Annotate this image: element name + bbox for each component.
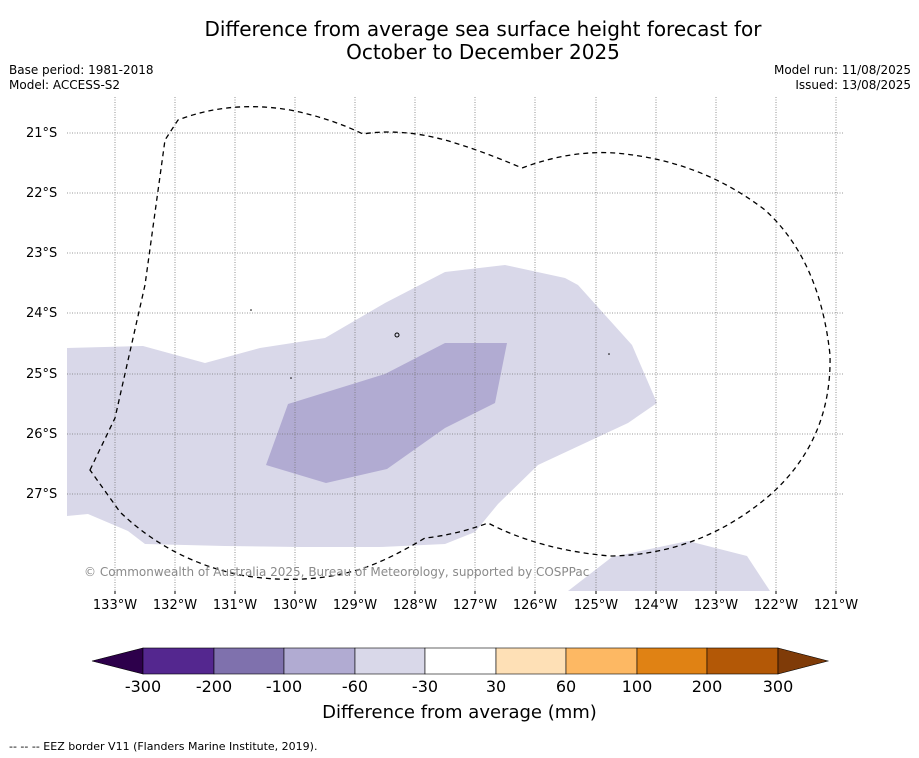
colorbar-tick: -200 — [195, 677, 233, 696]
colorbar-bin — [213, 647, 285, 675]
colorbar-bin — [424, 647, 497, 675]
eez-footnote: -- -- -- EEZ border V11 (Flanders Marine… — [9, 740, 318, 753]
gridlines — [67, 97, 843, 591]
model-name: Model: ACCESS-S2 — [9, 78, 121, 92]
issued-date: Issued: 13/08/2025 — [795, 78, 911, 92]
meta-right: Model run: 11/08/2025 Issued: 13/08/2025 — [774, 63, 911, 93]
title-line-2: October to December 2025 — [346, 40, 620, 64]
colorbar-tick: 60 — [555, 677, 577, 696]
colorbar-tick: -60 — [341, 677, 369, 696]
model-run: Model run: 11/08/2025 — [773, 63, 911, 77]
meta-left: Base period: 1981-2018 Model: ACCESS-S2 — [9, 63, 154, 93]
lon-label: 122°W — [753, 598, 799, 613]
colorbar-bin — [706, 647, 779, 675]
island-marker — [290, 377, 292, 379]
lat-label: 23°S — [26, 246, 58, 261]
colorbar — [91, 647, 830, 675]
island-marker — [608, 353, 610, 355]
map-title: Difference from average sea surface heig… — [0, 18, 919, 64]
colorbar-bin — [636, 647, 708, 675]
colorbar-bin — [495, 647, 567, 675]
lon-label: 125°W — [573, 598, 619, 613]
colorbar-tick: -100 — [265, 677, 303, 696]
colorbar-extend-low — [91, 647, 144, 675]
lat-label: 25°S — [26, 367, 58, 382]
lon-label: 121°W — [813, 598, 859, 613]
lon-label: 128°W — [392, 598, 438, 613]
colorbar-extend-high — [777, 647, 830, 675]
island-marker — [394, 332, 400, 338]
lat-label: 24°S — [26, 306, 58, 321]
axis-ticks — [114, 591, 837, 594]
lon-label: 126°W — [512, 598, 558, 613]
anomaly-region-outer-south — [568, 541, 770, 591]
colorbar-tick: -300 — [124, 677, 162, 696]
lat-label: 27°S — [26, 487, 58, 502]
eez-border — [89, 106, 831, 580]
lon-label: 132°W — [152, 598, 198, 613]
colorbar-bin — [354, 647, 426, 675]
lon-label: 133°W — [92, 598, 138, 613]
copyright-notice: © Commonwealth of Australia 2025, Bureau… — [84, 565, 590, 579]
island-marker — [250, 309, 252, 311]
lon-label: 130°W — [272, 598, 318, 613]
colorbar-bin — [565, 647, 638, 675]
colorbar-tick: -30 — [411, 677, 439, 696]
colorbar-tick: 30 — [485, 677, 507, 696]
lat-label: 21°S — [26, 126, 58, 141]
colorbar-tick: 300 — [762, 677, 794, 696]
colorbar-bin — [283, 647, 356, 675]
colorbar-title: Difference from average (mm) — [322, 702, 597, 723]
lon-label: 127°W — [452, 598, 498, 613]
lon-label: 129°W — [332, 598, 378, 613]
anomaly-region-inner — [266, 343, 507, 483]
lon-label: 124°W — [633, 598, 679, 613]
colorbar-tick: 100 — [621, 677, 653, 696]
lon-label: 123°W — [693, 598, 739, 613]
lat-label: 26°S — [26, 427, 58, 442]
lat-label: 22°S — [26, 186, 58, 201]
colorbar-tick: 200 — [691, 677, 723, 696]
colorbar-bin — [142, 647, 215, 675]
lon-label: 131°W — [212, 598, 258, 613]
title-line-1: Difference from average sea surface heig… — [204, 17, 762, 41]
base-period: Base period: 1981-2018 — [9, 63, 154, 77]
